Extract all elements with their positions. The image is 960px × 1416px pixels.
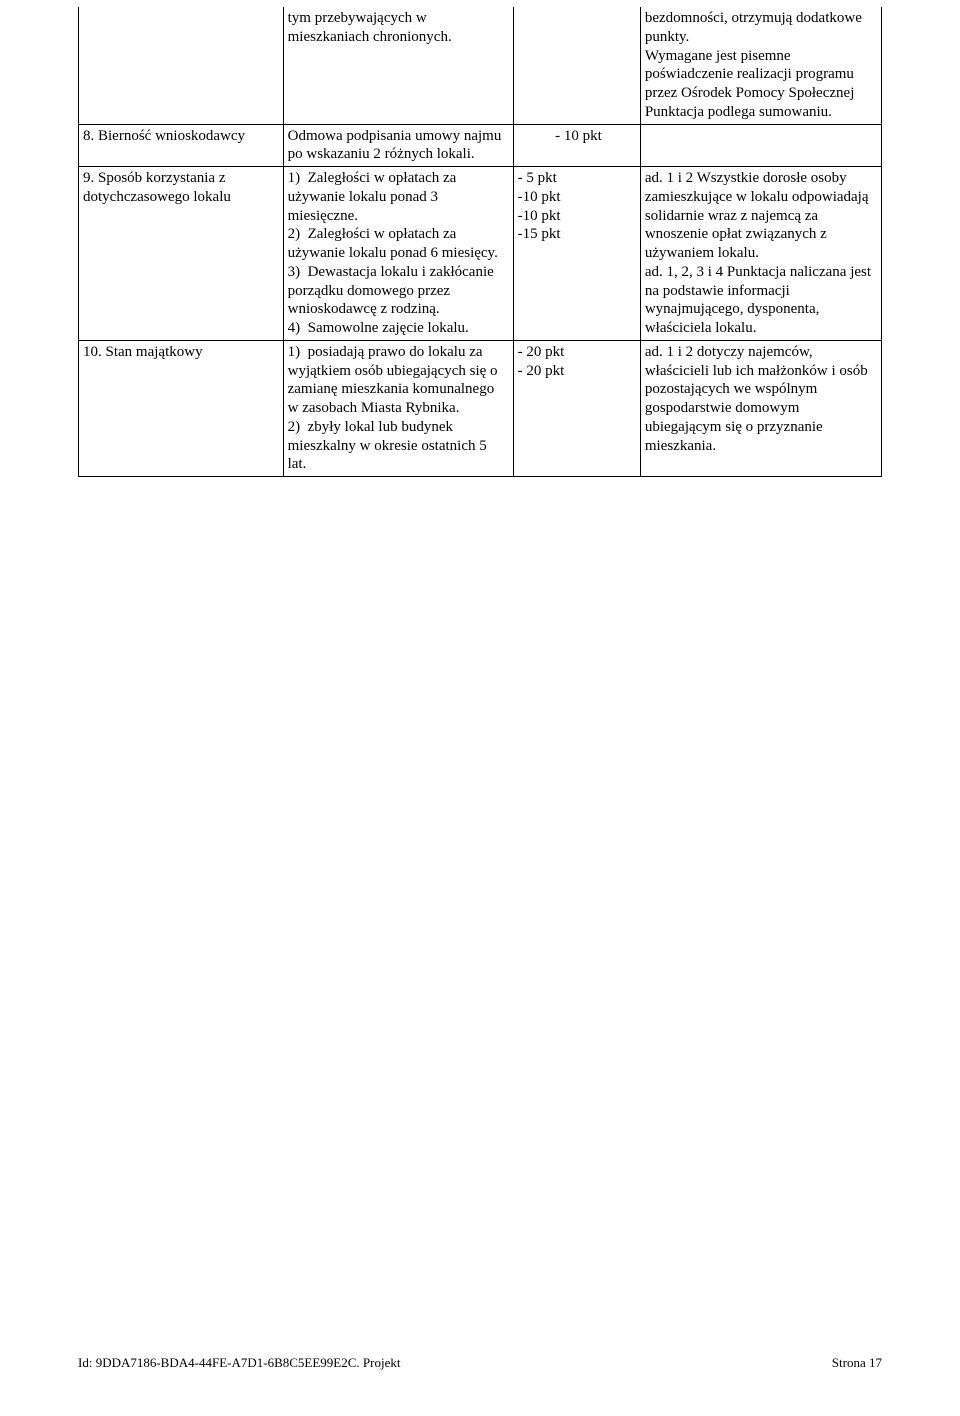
table-cell: tym przebywających w mieszkaniach chroni… (283, 7, 513, 124)
table-cell: bezdomności, otrzymują dodatkowe punkty.… (640, 7, 881, 124)
criteria-table: tym przebywających w mieszkaniach chroni… (78, 7, 882, 477)
table-cell: 1) posiadają prawo do lokalu za wyjątkie… (283, 340, 513, 476)
table-cell: ad. 1 i 2 Wszystkie dorosłe osoby zamies… (640, 167, 881, 341)
table-cell: 1) Zaległości w opłatach za używanie lok… (283, 167, 513, 341)
table-row: 8. Bierność wnioskodawcyOdmowa podpisani… (79, 124, 882, 167)
table-cell: Odmowa podpisania umowy najmu po wskazan… (283, 124, 513, 167)
table-cell (640, 124, 881, 167)
table-row: 10. Stan majątkowy1) posiadają prawo do … (79, 340, 882, 476)
table-cell: 9. Sposób korzystania z dotychczasowego … (79, 167, 284, 341)
table-cell: - 5 pkt -10 pkt -10 pkt -15 pkt (513, 167, 640, 341)
table-cell (513, 7, 640, 124)
table-body: tym przebywających w mieszkaniach chroni… (79, 7, 882, 477)
footer-page: Strona 17 (832, 1355, 882, 1371)
table-cell: - 20 pkt - 20 pkt (513, 340, 640, 476)
page-footer: Id: 9DDA7186-BDA4-44FE-A7D1-6B8C5EE99E2C… (78, 1355, 882, 1371)
table-cell: - 10 pkt (513, 124, 640, 167)
table-cell (79, 7, 284, 124)
table-cell: 10. Stan majątkowy (79, 340, 284, 476)
table-cell: ad. 1 i 2 dotyczy najemców, właścicieli … (640, 340, 881, 476)
table-row: tym przebywających w mieszkaniach chroni… (79, 7, 882, 124)
footer-id: Id: 9DDA7186-BDA4-44FE-A7D1-6B8C5EE99E2C… (78, 1355, 400, 1371)
table-cell: 8. Bierność wnioskodawcy (79, 124, 284, 167)
table-row: 9. Sposób korzystania z dotychczasowego … (79, 167, 882, 341)
